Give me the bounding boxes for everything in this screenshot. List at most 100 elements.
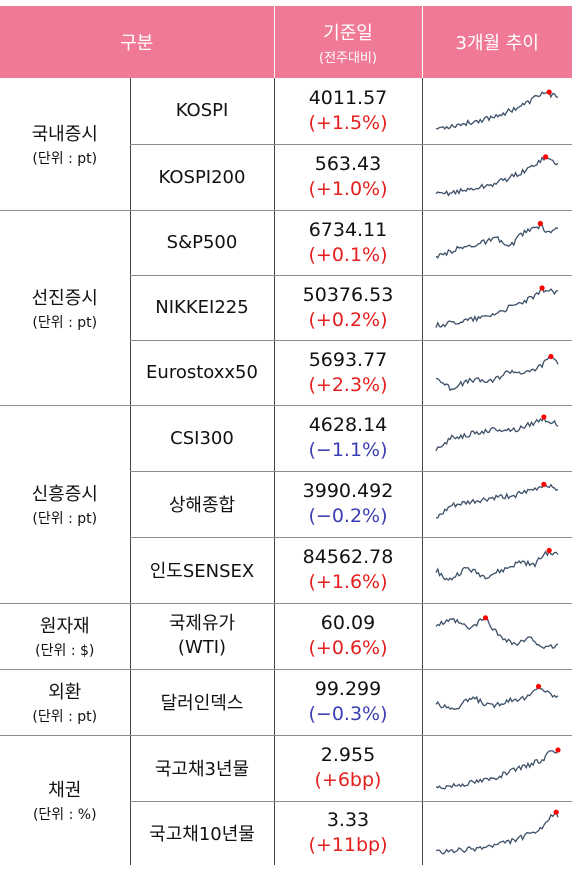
index-name: KOSPI200 <box>129 144 275 211</box>
value-cell: 50376.53 (+0.2%) <box>274 275 423 341</box>
trend-cell <box>422 801 572 865</box>
sparkline <box>435 615 559 650</box>
group-name: 선진증시 <box>31 287 98 309</box>
index-value: 60.09 <box>320 612 376 634</box>
index-change: (+1.5%) <box>308 111 388 134</box>
header-value: 기준일 (전주대비) <box>273 6 422 78</box>
trend-cell <box>422 669 572 736</box>
index-name: Eurostoxx50 <box>129 340 275 406</box>
sparkline-path <box>435 221 559 259</box>
index-change: (+0.6%) <box>308 637 388 659</box>
table-row: 채권 (단위 : %) 국고채3년물 2.955 (+6bp) <box>0 735 572 823</box>
sparkline <box>436 481 559 519</box>
peak-marker <box>483 615 489 621</box>
group-unit: (단위 : $) <box>35 643 95 659</box>
index-change: (+2.3%) <box>308 373 388 396</box>
group-unit: (단위 : pt) <box>32 511 98 527</box>
peak-marker <box>553 809 560 816</box>
group-name: 신흥증시 <box>31 484 98 505</box>
group-unit: (단위 : pt) <box>32 709 98 725</box>
peak-marker <box>541 481 547 487</box>
sparkline <box>435 284 559 328</box>
group-cell: 선진증시 (단위 : pt) <box>0 210 130 406</box>
sparkline <box>435 747 561 790</box>
index-name: 국고채10년물 <box>129 801 275 865</box>
index-value: 4628.14 <box>308 414 388 436</box>
table-row: 국고채10년물 3.33 (+11bp) <box>0 801 572 865</box>
sparkline-path <box>435 617 559 650</box>
index-value: 6734.11 <box>308 218 388 241</box>
trend-cell <box>422 603 572 670</box>
index-name: 달러인덱스 <box>129 669 275 736</box>
sparkline <box>435 414 559 452</box>
trend-cell <box>422 78 572 145</box>
index-value: 84562.78 <box>302 546 394 568</box>
group-unit: (단위 : pt) <box>32 150 98 167</box>
index-change: (−1.1%) <box>308 439 388 461</box>
value-cell: 99.299 (−0.3%) <box>274 669 423 736</box>
sparkline-path <box>435 155 559 197</box>
value-cell: 3990.492 (−0.2%) <box>274 471 423 538</box>
table-row: KOSPI200 563.43 (+1.0%) <box>0 144 572 211</box>
group-cell: 원자재 (단위 : $) <box>0 603 130 670</box>
sparkline-path <box>435 749 559 790</box>
sparkline-path <box>435 286 559 328</box>
sparkline-path <box>436 355 559 391</box>
index-change: (+1.0%) <box>308 178 388 200</box>
trend-cell <box>422 275 572 341</box>
group-cell: 국내증시 (단위 : pt) <box>0 78 130 211</box>
trend-cell <box>422 340 572 406</box>
index-value: 563.43 <box>314 153 382 175</box>
sparkline-path <box>435 548 559 581</box>
sparkline <box>436 809 560 855</box>
index-value: 99.299 <box>314 678 382 700</box>
index-name: 국제유가 <box>168 613 236 634</box>
index-name: S&P500 <box>129 210 275 276</box>
sparkline-path <box>436 90 559 130</box>
sparkline <box>435 220 559 259</box>
index-change: (−0.3%) <box>308 703 388 725</box>
market-summary-table: 구분 기준일 (전주대비) 3개월 추이 국내증시 (단위 : pt) KOSP… <box>0 6 572 865</box>
index-name: CSI300 <box>129 405 275 472</box>
peak-marker <box>536 683 542 690</box>
table-row: 국내증시 (단위 : pt) KOSPI 4011.57 (+1.5%) <box>0 78 572 211</box>
index-change: (+0.1%) <box>308 243 388 266</box>
sparkline-path <box>436 483 559 519</box>
group-cell: 채권 (단위 : %) <box>0 735 130 865</box>
index-value: 3.33 <box>326 809 370 832</box>
sparkline <box>435 683 559 710</box>
index-name-sub: (WTI) <box>177 637 227 658</box>
sparkline <box>436 89 559 130</box>
index-name: 인도SENSEX <box>129 537 275 604</box>
index-change: (+11bp) <box>308 834 388 857</box>
index-name: 상해종합 <box>129 471 275 538</box>
header-row: 구분 기준일 (전주대비) 3개월 추이 <box>0 6 572 78</box>
index-change: (+1.6%) <box>308 571 388 593</box>
index-name: NIKKEI225 <box>129 275 275 341</box>
index-value: 3990.492 <box>302 480 394 502</box>
header-category: 구분 <box>0 6 274 78</box>
sparkline <box>436 353 559 391</box>
header-value-title: 기준일 <box>323 22 373 44</box>
peak-marker <box>546 89 553 95</box>
index-value: 50376.53 <box>302 283 394 306</box>
sparkline-path <box>435 415 559 452</box>
peak-marker <box>546 547 553 554</box>
group-cell: 외환 (단위 : pt) <box>0 669 130 736</box>
group-name: 채권 <box>48 780 82 802</box>
trend-cell <box>422 144 572 211</box>
index-value: 2.955 <box>320 744 376 766</box>
trend-cell <box>422 405 572 472</box>
peak-marker <box>543 154 549 160</box>
table-row: 인도SENSEX 84562.78 (+1.6%) <box>0 537 572 604</box>
group-name: 국내증시 <box>31 123 98 145</box>
value-cell: 60.09 (+0.6%) <box>274 603 423 670</box>
sparkline <box>435 547 559 581</box>
index-change: (+0.2%) <box>308 308 388 331</box>
table-row: 원자재 (단위 : $) 국제유가 (WTI) 60.09 (+0.6%) <box>0 603 572 670</box>
header-trend: 3개월 추이 <box>421 6 572 78</box>
table-row: 상해종합 3990.492 (−0.2%) <box>0 471 572 538</box>
peak-marker <box>555 747 561 753</box>
sparkline <box>435 154 559 197</box>
group-cell: 신흥증시 (단위 : pt) <box>0 405 130 604</box>
